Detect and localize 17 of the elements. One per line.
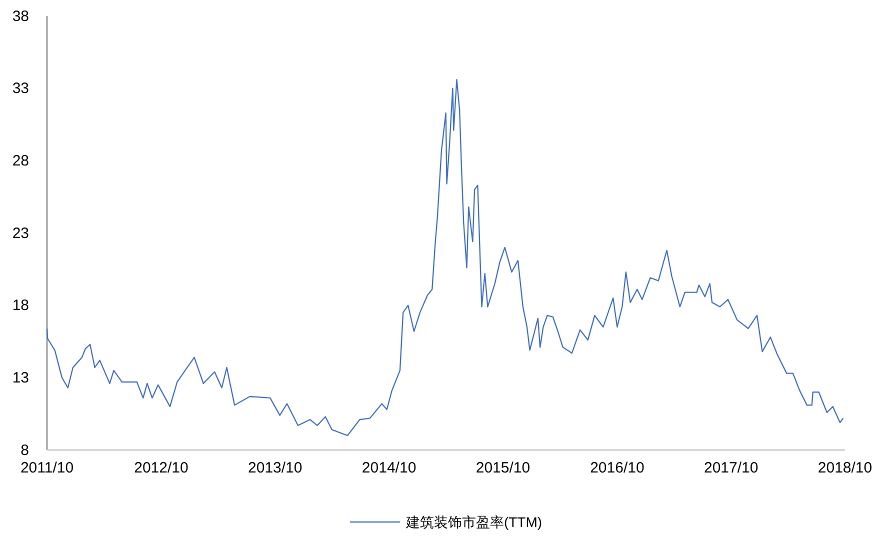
x-tick-label: 2018/10 (818, 460, 872, 477)
y-tick-label: 13 (12, 369, 29, 386)
x-tick-label: 2014/10 (362, 460, 416, 477)
x-tick-label: 2016/10 (590, 460, 644, 477)
y-tick-label: 38 (12, 8, 29, 25)
x-tick-label: 2012/10 (134, 460, 188, 477)
line-series (46, 79, 844, 436)
y-tick-label: 28 (12, 152, 29, 170)
y-tick-label: 18 (12, 297, 29, 314)
x-tick-label: 2017/10 (704, 460, 758, 477)
y-tick-label: 23 (12, 224, 29, 242)
y-tick-label: 8 (20, 442, 29, 459)
x-tick-label: 2013/10 (248, 460, 302, 477)
x-tick-label: 2011/10 (20, 460, 74, 477)
legend-label: 建筑装饰市盈率(TTM) (404, 514, 542, 530)
y-tick-label: 33 (12, 80, 29, 98)
x-tick-label: 2015/10 (476, 460, 530, 477)
